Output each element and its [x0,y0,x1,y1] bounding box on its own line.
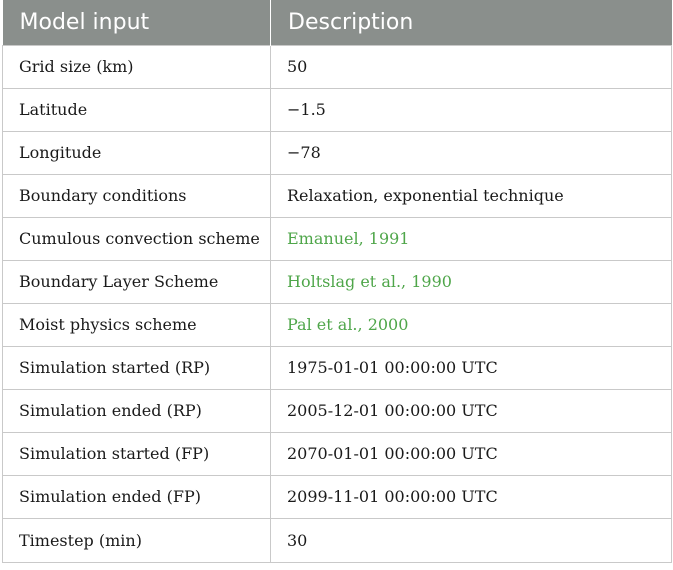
cell-model-input: Grid size (km) [2,44,271,89]
cell-description: 50 [270,44,672,89]
table-row: Boundary conditions Relaxation, exponenti… [2,173,672,218]
cell-model-input: Timestep (min) [2,517,271,563]
table-row: Simulation ended (RP) 2005-12-01 00:00:00… [2,388,672,433]
header-row: Model input Description [2,0,672,45]
table-header: Model input Description [2,0,672,45]
reference-link[interactable]: Holtslag et al., 1990 [270,259,672,304]
column-header-description: Description [270,0,672,45]
cell-description: Relaxation, exponential technique [270,173,672,218]
table-row: Longitude −78 [2,130,672,175]
cell-model-input: Latitude [2,87,271,132]
table-row: Latitude −1.5 [2,87,672,132]
table-row: Simulation started (FP) 2070-01-01 00:00:… [2,431,672,476]
table-row: Simulation ended (FP) 2099-11-01 00:00:00… [2,474,672,519]
cell-description: 2070-01-01 00:00:00 UTC [270,431,672,476]
cell-model-input: Simulation ended (RP) [2,388,271,433]
table-row: Timestep (min) 30 [2,517,672,563]
cell-description: 1975-01-01 00:00:00 UTC [270,345,672,390]
table-row: Grid size (km) 50 [2,44,672,89]
reference-link[interactable]: Pal et al., 2000 [270,302,672,347]
cell-model-input: Longitude [2,130,271,175]
cell-description: 30 [270,517,672,563]
column-header-model-input: Model input [2,0,271,45]
table-body: Grid size (km) 50 Latitude −1.5 Longitude −78… [2,44,672,563]
cell-model-input: Simulation started (RP) [2,345,271,390]
cell-model-input: Cumulous convection scheme [2,216,271,261]
cell-model-input: Moist physics scheme [2,302,271,347]
cell-description: −1.5 [270,87,672,132]
table-row: Moist physics scheme Pal et al., 2000 [2,302,672,347]
cell-model-input: Boundary conditions [2,173,271,218]
cell-model-input: Boundary Layer Scheme [2,259,271,304]
cell-model-input: Simulation started (FP) [2,431,271,476]
table-row: Cumulous convection scheme Emanuel, 1991 [2,216,672,261]
cell-description: 2099-11-01 00:00:00 UTC [270,474,672,519]
reference-link[interactable]: Emanuel, 1991 [270,216,672,261]
table-row: Boundary Layer Scheme Holtslag et al., 19… [2,259,672,304]
cell-description: 2005-12-01 00:00:00 UTC [270,388,672,433]
cell-description: −78 [270,130,672,175]
table-row: Simulation started (RP) 1975-01-01 00:00:… [2,345,672,390]
cell-model-input: Simulation ended (FP) [2,474,271,519]
